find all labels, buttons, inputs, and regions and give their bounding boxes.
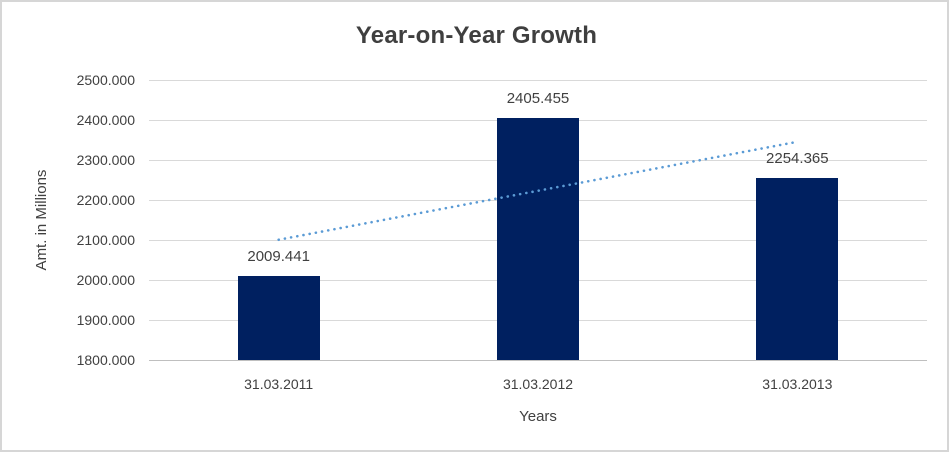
bar-value-label: 2009.441 xyxy=(247,248,310,266)
x-axis-line xyxy=(149,359,927,361)
x-tick-label: 31.03.2012 xyxy=(502,376,574,392)
bar xyxy=(497,117,579,360)
bar-value-label: 2254.365 xyxy=(766,150,829,168)
y-tick-label: 2000.000 xyxy=(76,272,135,288)
y-axis-title: Amt. in Millions xyxy=(33,169,50,271)
x-tick-label: 31.03.2013 xyxy=(762,376,833,392)
y-tick-label: 2300.000 xyxy=(76,152,135,168)
x-axis-title: Years xyxy=(519,408,557,425)
bar xyxy=(237,276,320,360)
y-tick-label: 1800.000 xyxy=(76,352,135,368)
y-tick-label: 2200.000 xyxy=(76,192,135,208)
y-tick-label: 2100.000 xyxy=(76,232,135,248)
gridline xyxy=(149,79,927,81)
chart-title: Year-on-Year Growth xyxy=(355,22,598,49)
y-tick-label: 2500.000 xyxy=(76,72,135,88)
bar-value-label: 2405.455 xyxy=(506,89,570,107)
bar xyxy=(756,178,839,360)
y-tick-label: 2400.000 xyxy=(76,112,135,128)
y-tick-label: 1900.000 xyxy=(76,312,135,328)
x-tick-label: 31.03.2011 xyxy=(244,376,314,392)
